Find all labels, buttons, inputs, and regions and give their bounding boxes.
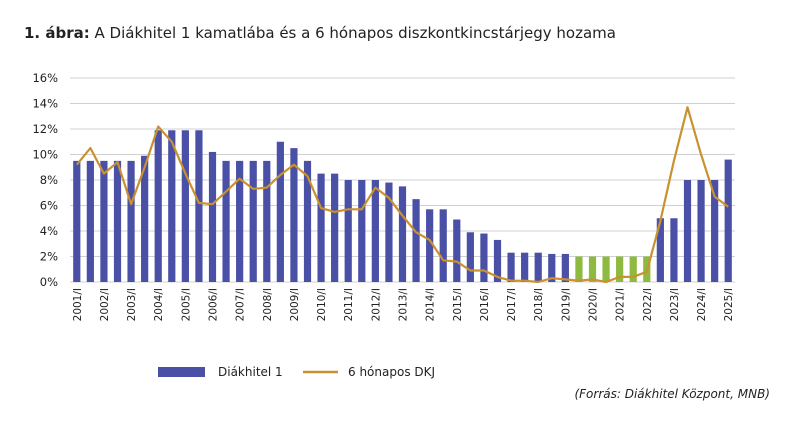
bar (507, 252, 515, 282)
bar (113, 160, 122, 282)
bar (466, 232, 474, 282)
bar (656, 218, 664, 282)
bar (426, 209, 434, 282)
bar (344, 180, 352, 282)
x-tick-label: 2022/I (642, 288, 654, 321)
legend-label: 6 hónapos DKJ (348, 365, 435, 379)
bar (521, 252, 529, 282)
legend-swatch (158, 367, 205, 377)
x-tick-label: 2014/I (425, 288, 437, 321)
bar (575, 256, 583, 282)
bar (711, 180, 719, 282)
x-tick-label: 2002/I (99, 288, 111, 321)
x-tick-label: 2021/I (615, 288, 627, 321)
x-tick-label: 2007/I (235, 288, 247, 321)
bar (453, 219, 461, 282)
x-tick-label: 2004/I (153, 288, 165, 321)
x-tick-label: 2019/I (560, 288, 572, 321)
x-tick-label: 2005/I (180, 288, 192, 321)
bar (548, 253, 556, 282)
x-tick-label: 2008/I (262, 288, 274, 321)
x-tick-label: 2011/I (343, 288, 355, 321)
bar (290, 148, 298, 282)
bar (263, 160, 271, 282)
bar (141, 155, 149, 282)
y-tick-label: 10% (32, 148, 58, 162)
bar (439, 209, 447, 282)
x-tick-label: 2017/I (506, 288, 518, 321)
bar (588, 256, 597, 282)
bar (208, 151, 217, 282)
bar (303, 160, 312, 282)
bar (86, 160, 94, 282)
bar (331, 173, 339, 282)
y-tick-label: 2% (40, 250, 58, 264)
bar (276, 141, 284, 282)
y-tick-label: 0% (40, 275, 58, 289)
x-tick-label: 2025/I (723, 288, 735, 321)
y-tick-label: 16% (32, 71, 58, 85)
bar (724, 159, 732, 282)
bar (317, 173, 325, 282)
bar (358, 180, 366, 282)
line (75, 106, 729, 284)
bar (154, 130, 162, 282)
y-tick-label: 12% (32, 122, 58, 136)
bar (181, 130, 189, 282)
source: (Forrás: Diákhitel Központ, MNB) (574, 387, 770, 401)
bar (371, 180, 379, 282)
x-tick-label: 2006/I (208, 288, 220, 321)
bar (236, 160, 244, 282)
y-tick-label: 4% (40, 224, 58, 238)
x-tick-label: 2018/I (533, 288, 545, 321)
bar (195, 130, 203, 282)
x-tick-label: 2013/I (398, 288, 410, 321)
x-tick-label: 2020/I (588, 288, 600, 321)
bar (100, 160, 108, 282)
bar (127, 160, 135, 282)
x-tick-label: 2001/I (72, 288, 84, 321)
y-tick-label: 8% (40, 173, 58, 187)
title-prefix: 1. ábra: (24, 24, 90, 42)
bar (398, 186, 407, 282)
y-tick-label: 14% (32, 97, 58, 111)
x-tick-label: 2012/I (370, 288, 382, 321)
bar (670, 218, 678, 282)
y-tick-label: 6% (40, 199, 58, 213)
bar (616, 256, 624, 282)
bar (412, 199, 420, 282)
bar (73, 160, 81, 282)
x-tick-label: 2024/I (696, 288, 708, 321)
bar (249, 160, 257, 282)
title-text: A Diákhitel 1 kamatlába és a 6 hónapos d… (95, 24, 616, 42)
bar (493, 239, 502, 282)
bar (629, 256, 637, 282)
x-tick-label: 2003/I (126, 288, 138, 321)
bar (222, 160, 230, 282)
x-tick-label: 2010/I (316, 288, 328, 321)
bar (602, 256, 610, 282)
bar (697, 180, 705, 282)
bar (561, 253, 569, 282)
bar (534, 252, 542, 282)
x-tick-label: 2015/I (452, 288, 464, 321)
x-tick-label: 2016/I (479, 288, 491, 321)
bar (168, 130, 176, 282)
bar (683, 180, 692, 282)
bar (385, 182, 393, 282)
legend-label: Diákhitel 1 (218, 365, 283, 379)
bar (480, 233, 488, 282)
x-tick-label: 2023/I (669, 288, 681, 321)
chart-title: 1. ábra: A Diákhitel 1 kamatlába és a 6 … (24, 24, 616, 42)
x-tick-label: 2009/I (289, 288, 301, 321)
